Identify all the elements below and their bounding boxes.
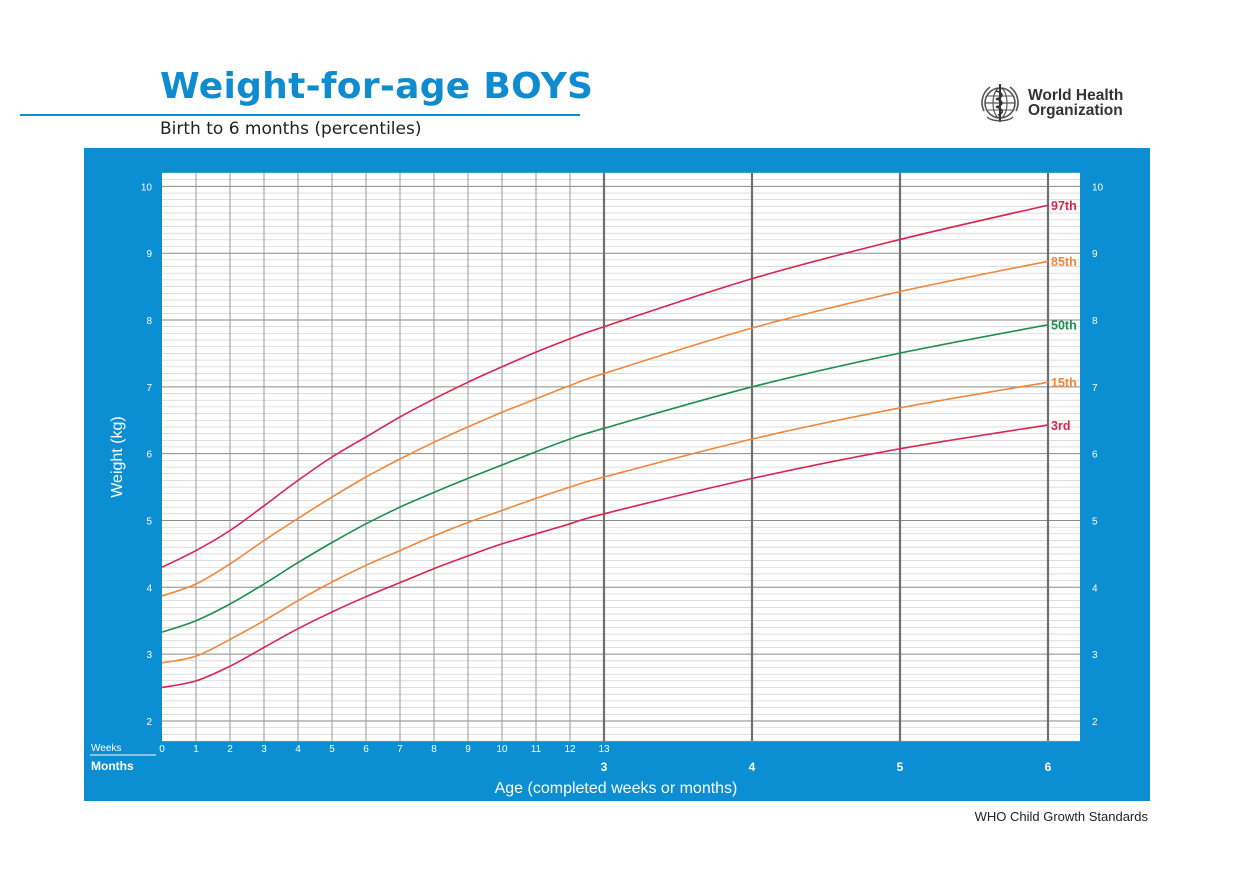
percentile-curve-97th xyxy=(161,204,1049,569)
y-tick-label-left: 4 xyxy=(146,583,152,594)
curve-label-85th: 85th xyxy=(1051,255,1077,269)
who-logo: World Health Organization xyxy=(978,80,1123,126)
curve-label-50th: 50th xyxy=(1051,319,1077,333)
footer-source: WHO Child Growth Standards xyxy=(974,809,1148,824)
x-month-tick-label: 5 xyxy=(897,760,904,774)
y-tick-label-left: 6 xyxy=(146,450,152,461)
x-month-tick-label: 3 xyxy=(601,760,608,774)
y-tick-label-right: 2 xyxy=(1092,717,1098,728)
y-tick-label-left: 10 xyxy=(141,182,153,193)
org-name-line2: Organization xyxy=(1028,102,1123,119)
who-emblem-icon xyxy=(981,84,1019,122)
y-tick-label-right: 3 xyxy=(1092,650,1098,661)
x-week-tick-label: 11 xyxy=(531,744,542,755)
percentile-curve-15th xyxy=(161,381,1049,664)
percentile-curve-85th xyxy=(161,260,1049,597)
x-week-tick-label: 5 xyxy=(329,744,335,755)
curve-label-15th: 15th xyxy=(1051,376,1077,390)
y-tick-label-left: 5 xyxy=(146,516,152,527)
y-tick-label-right: 5 xyxy=(1092,516,1098,527)
x-week-tick-label: 9 xyxy=(465,744,471,755)
y-tick-label-left: 9 xyxy=(146,249,152,260)
percentile-curve-3rd xyxy=(161,424,1049,689)
y-tick-label-left: 7 xyxy=(146,383,152,394)
x-week-tick-label: 3 xyxy=(261,744,267,755)
x-week-tick-label: 0 xyxy=(159,744,165,755)
x-week-tick-label: 12 xyxy=(564,744,576,755)
x-week-tick-label: 8 xyxy=(431,744,437,755)
x-weeks-row-label: Weeks xyxy=(91,743,121,754)
x-week-tick-label: 2 xyxy=(227,744,233,755)
x-week-tick-label: 7 xyxy=(397,744,403,755)
y-tick-label-right: 8 xyxy=(1092,316,1098,327)
minor-gridlines xyxy=(162,172,1080,742)
y-tick-label-right: 7 xyxy=(1092,383,1098,394)
org-name-line1: World Health xyxy=(1028,87,1124,104)
x-months-row-label: Months xyxy=(91,759,134,773)
y-tick-label-right: 10 xyxy=(1092,182,1104,193)
y-tick-label-left: 2 xyxy=(146,717,152,728)
plot-area xyxy=(162,173,1080,741)
y-axis-label: Weight (kg) xyxy=(109,416,126,498)
curve-label-97th: 97th xyxy=(1051,199,1077,213)
x-week-tick-label: 4 xyxy=(295,744,301,755)
major-gridlines xyxy=(162,185,1080,722)
x-month-tick-label: 6 xyxy=(1045,760,1052,774)
x-week-tick-label: 6 xyxy=(363,744,369,755)
month-gridlines xyxy=(602,173,1050,741)
x-month-tick-label: 4 xyxy=(749,760,756,774)
y-tick-label-right: 6 xyxy=(1092,450,1098,461)
chart-subtitle: Birth to 6 months (percentiles) xyxy=(160,119,422,139)
chart-title: Weight-for-age BOYS xyxy=(160,66,594,107)
x-week-tick-label: 10 xyxy=(496,744,508,755)
title-underline xyxy=(20,114,580,116)
percentile-curves xyxy=(161,204,1049,689)
x-week-tick-label: 13 xyxy=(598,744,610,755)
y-tick-label-left: 8 xyxy=(146,316,152,327)
y-tick-label-right: 4 xyxy=(1092,583,1098,594)
y-tick-label-left: 3 xyxy=(146,650,152,661)
y-tick-label-right: 9 xyxy=(1092,249,1098,260)
x-week-tick-label: 1 xyxy=(193,744,199,755)
x-axis-label: Age (completed weeks or months) xyxy=(495,780,738,797)
week-gridlines xyxy=(195,173,571,741)
curve-label-3rd: 3rd xyxy=(1051,419,1070,433)
percentile-curve-50th xyxy=(161,323,1049,633)
